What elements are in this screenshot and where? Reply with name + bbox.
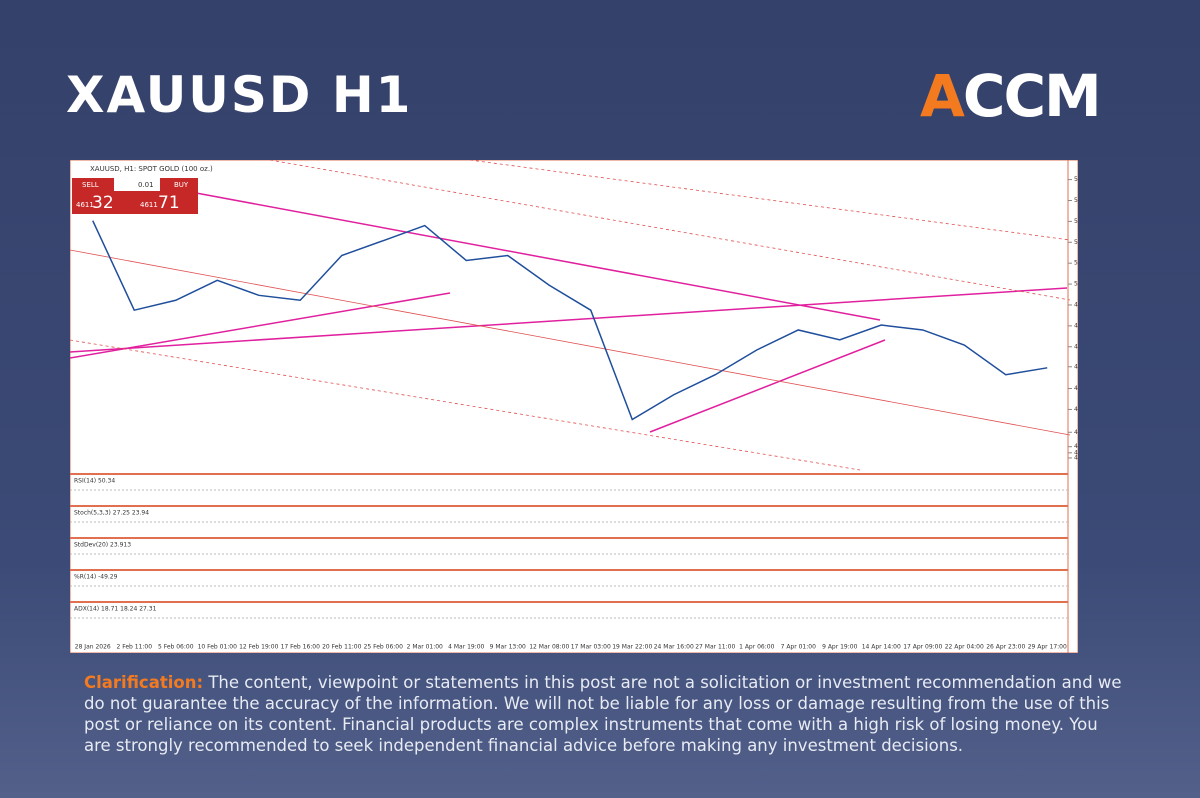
x-tick-label: 17 Mar 03:00 xyxy=(571,644,611,651)
indicator-label: Stoch(5,3,3) 27.25 23.94 xyxy=(74,510,149,517)
y-tick-label: 4207.68 xyxy=(1074,443,1078,450)
y-tick-label: 5239.80 xyxy=(1074,239,1078,246)
x-tick-label: 29 Apr 17:00 xyxy=(1028,644,1067,651)
y-tick-label: 5450.80 xyxy=(1074,197,1078,204)
y-tick-label: 4712.30 xyxy=(1074,343,1078,350)
x-tick-label: 2 Feb 11:00 xyxy=(116,644,152,651)
y-tick-label: 4395.80 xyxy=(1074,406,1078,413)
x-tick-label: 10 Feb 01:00 xyxy=(198,644,238,651)
indicator-label: StdDev(20) 23.913 xyxy=(74,542,131,549)
trendline xyxy=(70,287,1068,353)
x-tick-label: 17 Apr 09:00 xyxy=(903,644,942,651)
buy-button[interactable]: BUY xyxy=(174,181,189,189)
sell-price: 4611 xyxy=(76,201,94,209)
x-tick-label: 12 Feb 19:00 xyxy=(239,644,279,651)
trendline xyxy=(179,189,881,321)
x-tick-label: 24 Mar 16:00 xyxy=(654,644,694,651)
x-tick-label: 20 Feb 11:00 xyxy=(322,644,362,651)
buy-price-pips: 71 xyxy=(158,193,180,213)
x-tick-label: 2 Mar 01:00 xyxy=(407,644,443,651)
y-tick-label: 4923.30 xyxy=(1074,301,1078,308)
price-line xyxy=(92,220,1048,421)
buy-price: 4611 xyxy=(140,201,158,209)
x-tick-label: 19 Mar 22:00 xyxy=(612,644,652,651)
chart-frame xyxy=(70,160,1078,653)
y-tick-label: 4611.32 xyxy=(1074,363,1078,370)
x-tick-label: 14 Apr 14:00 xyxy=(862,644,901,651)
y-tick-label: 4176.80 xyxy=(1074,449,1078,456)
trendline xyxy=(649,339,886,433)
x-tick-label: 1 Apr 06:00 xyxy=(739,644,774,651)
disclaimer-label: Clarification: xyxy=(84,673,204,692)
channel-line xyxy=(70,249,1071,436)
y-tick-label: 4150.81 xyxy=(1074,454,1078,461)
disclaimer: Clarification: The content, viewpoint or… xyxy=(84,672,1124,756)
x-tick-label: 27 Mar 11:00 xyxy=(695,644,735,651)
logo: ACCM xyxy=(920,62,1102,130)
x-tick-label: 9 Mar 13:00 xyxy=(490,644,526,651)
x-tick-label: 26 Apr 23:00 xyxy=(986,644,1025,651)
x-tick-label: 5 Feb 06:00 xyxy=(158,644,194,651)
channel-line xyxy=(70,339,861,471)
lot-box xyxy=(114,178,160,191)
sell-button[interactable]: SELL xyxy=(82,181,99,189)
y-tick-label: 5556.30 xyxy=(1074,176,1078,183)
y-tick-label: 5134.30 xyxy=(1074,260,1078,267)
indicator-label: RSI(14) 50.34 xyxy=(74,478,115,485)
disclaimer-text: The content, viewpoint or statements in … xyxy=(84,673,1122,755)
x-tick-label: 12 Mar 08:00 xyxy=(529,644,569,651)
trendline xyxy=(70,292,451,359)
x-tick-label: 25 Feb 06:00 xyxy=(364,644,404,651)
x-tick-label: 4 Mar 19:00 xyxy=(448,644,484,651)
y-tick-label: 4501.30 xyxy=(1074,385,1078,392)
y-tick-label: 5345.30 xyxy=(1074,218,1078,225)
y-tick-label: 4280.51 xyxy=(1074,429,1078,436)
x-tick-label: 28 Jan 2026 xyxy=(75,644,111,651)
chart: SELL BUY 0.01 4611 32 4611 71 XAUUSD, H1… xyxy=(70,160,1078,653)
channel-line xyxy=(469,160,1071,241)
y-tick-label: 5028.80 xyxy=(1074,281,1078,288)
x-tick-label: 22 Apr 04:00 xyxy=(945,644,984,651)
chart-title: XAUUSD, H1: SPOT GOLD (100 oz.) xyxy=(90,165,213,173)
indicator-label: ADX(14) 18.71 18.24 27.31 xyxy=(74,606,157,613)
sell-price-pips: 32 xyxy=(92,193,114,213)
x-tick-label: 7 Apr 01:00 xyxy=(781,644,816,651)
x-tick-label: 17 Feb 16:00 xyxy=(281,644,321,651)
x-tick-label: 9 Apr 19:00 xyxy=(822,644,857,651)
trade-panel: SELL BUY 0.01 4611 32 4611 71 xyxy=(72,178,198,214)
y-tick-label: 4817.80 xyxy=(1074,322,1078,329)
indicator-label: %R(14) -49.29 xyxy=(74,574,118,581)
lot-input[interactable]: 0.01 xyxy=(138,181,154,189)
title: XAUUSD H1 xyxy=(66,66,413,124)
